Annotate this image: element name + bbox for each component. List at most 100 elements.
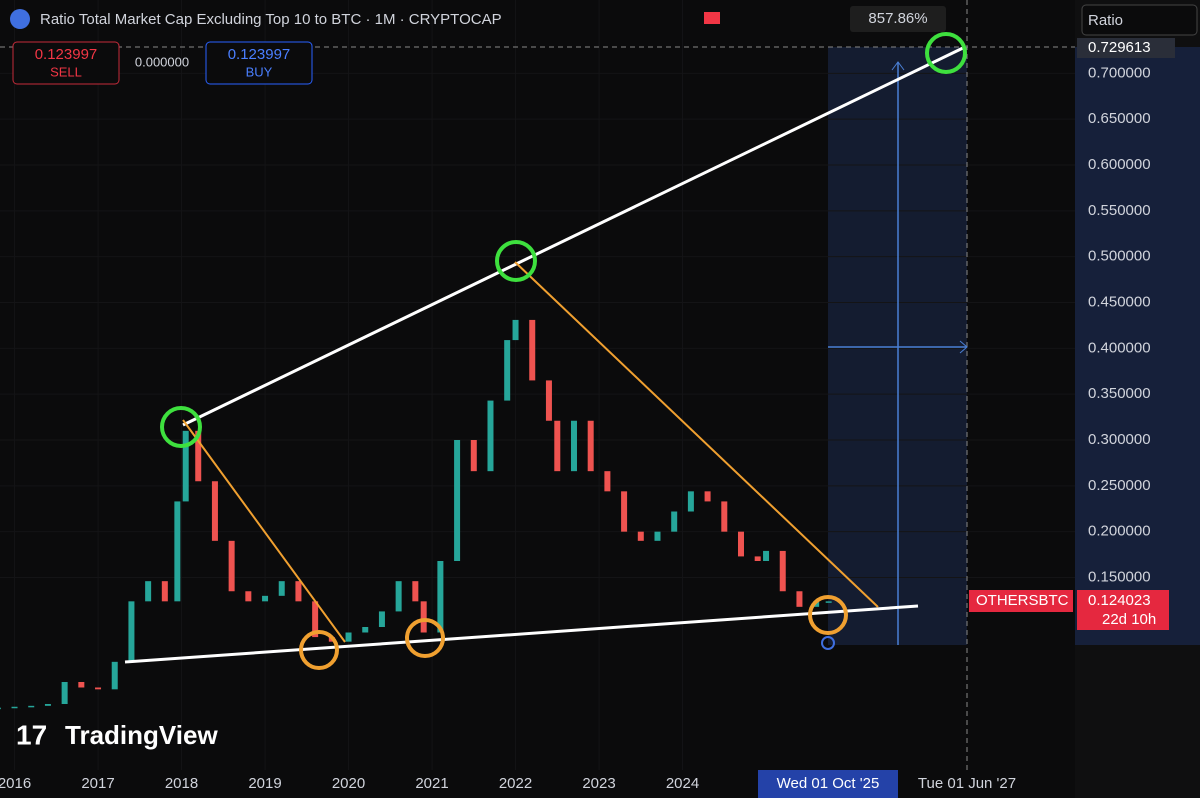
candle — [570, 420, 577, 472]
scale-mode: Ratio — [1088, 12, 1123, 29]
sell-button[interactable] — [12, 41, 120, 85]
x-tick-label: 2022 — [499, 775, 532, 792]
candle — [211, 481, 218, 541]
candle — [779, 550, 786, 592]
bottom-marker — [299, 630, 339, 670]
y-tick-label: 0.700000 — [1088, 64, 1151, 81]
candle — [763, 550, 770, 561]
x-tick-label: 2018 — [165, 775, 198, 792]
candle — [487, 400, 494, 472]
symbol-icon — [10, 9, 30, 29]
buy-button[interactable] — [205, 41, 313, 85]
candle — [362, 627, 369, 633]
candle — [545, 380, 552, 421]
candle — [704, 491, 711, 502]
candle — [245, 591, 252, 602]
candle — [687, 491, 694, 512]
candle — [512, 319, 519, 341]
candle — [378, 611, 385, 627]
measure-label: 857.86% — [868, 10, 927, 27]
candle — [161, 581, 168, 602]
candle — [44, 704, 51, 706]
candle — [420, 601, 427, 633]
buy-label: BUY — [246, 64, 273, 79]
projection-axis-zone — [1075, 47, 1200, 645]
y-tick-label: 0.200000 — [1088, 523, 1151, 540]
bottom-marker — [808, 595, 848, 635]
sell-price: 0.123997 — [35, 46, 98, 63]
candle — [529, 319, 536, 381]
sell-label: SELL — [50, 64, 82, 79]
candle — [61, 682, 68, 704]
support-line — [124, 604, 919, 664]
arrow — [959, 340, 968, 354]
candle — [654, 531, 661, 541]
y-tick-label: 0.550000 — [1088, 202, 1151, 219]
spread: 0.000000 — [135, 54, 189, 69]
x-tick-label: 2023 — [582, 775, 615, 792]
brand: TradingView — [65, 720, 218, 750]
candle — [228, 540, 235, 592]
target-marker — [925, 32, 967, 74]
peak-marker — [160, 406, 202, 448]
x-tick-label: 2016 — [0, 775, 31, 792]
candle — [437, 561, 444, 633]
scale-select[interactable] — [1081, 4, 1198, 36]
last-price-box — [1077, 590, 1169, 630]
x-tick-label: 2019 — [248, 775, 281, 792]
candle — [278, 581, 285, 596]
candle — [174, 501, 181, 602]
candle — [604, 471, 611, 492]
trend-line — [182, 419, 346, 643]
candle — [182, 430, 189, 502]
candle — [470, 440, 477, 472]
candle — [454, 440, 461, 561]
candle — [825, 601, 832, 603]
candle — [754, 556, 761, 561]
y-tick-label: 0.150000 — [1088, 568, 1151, 585]
peak-marker — [495, 240, 537, 282]
cross-date-box — [758, 770, 898, 798]
candle — [262, 595, 269, 602]
candle — [28, 705, 35, 708]
candle — [587, 420, 594, 472]
candle — [128, 601, 135, 662]
y-tick-label: 0.300000 — [1088, 431, 1151, 448]
arrow — [891, 61, 905, 71]
x-tick-label: 2017 — [81, 775, 114, 792]
end-date: Tue 01 Jun '27 — [918, 775, 1016, 792]
candle — [554, 420, 561, 472]
candle — [412, 581, 419, 602]
candle — [95, 687, 102, 690]
chart-title: Ratio Total Market Cap Excluding Top 10 … — [40, 11, 502, 28]
candle — [145, 581, 152, 602]
candle — [395, 581, 402, 612]
candle — [737, 531, 744, 557]
point-marker — [821, 636, 835, 650]
candle — [796, 591, 803, 607]
candle — [295, 581, 302, 602]
bottom-marker — [405, 618, 445, 658]
trend-line — [514, 261, 879, 608]
x-tick-label: 2020 — [332, 775, 365, 792]
y-tick-label: 0.350000 — [1088, 385, 1151, 402]
flag[interactable] — [704, 12, 720, 24]
drawings — [0, 0, 1075, 770]
candle — [637, 531, 644, 541]
measure-box — [850, 6, 946, 32]
x-tick-label: 2024 — [666, 775, 699, 792]
candle — [111, 661, 118, 690]
y-tick-label: 0.600000 — [1088, 156, 1151, 173]
candle — [621, 491, 628, 532]
x-tick-label: 2021 — [415, 775, 448, 792]
y-tick-label: 0.500000 — [1088, 248, 1151, 265]
candle — [312, 601, 319, 638]
candle — [721, 501, 728, 532]
candle — [504, 340, 511, 401]
candle — [345, 632, 352, 642]
y-tick-label: 0.400000 — [1088, 339, 1151, 356]
y-tick-label: 0.650000 — [1088, 110, 1151, 127]
symbol-label: OTHERSBTC — [976, 592, 1069, 609]
last-price: 0.124023 — [1088, 592, 1151, 609]
